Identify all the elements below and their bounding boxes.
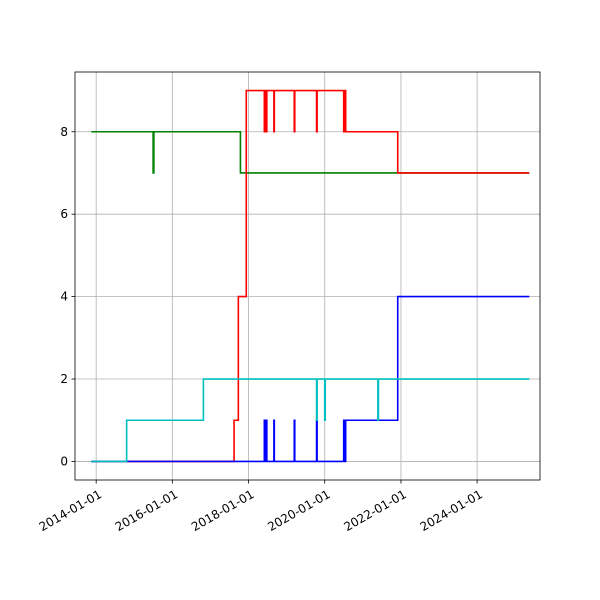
y-tick-label: 2 xyxy=(60,372,68,386)
axes-spines xyxy=(74,71,541,481)
series-line-1 xyxy=(91,89,530,463)
plot-background xyxy=(75,72,540,480)
series-line-2 xyxy=(91,295,530,463)
series-line-3 xyxy=(91,378,530,463)
y-tick-label: 6 xyxy=(60,207,68,221)
y-tick-label: 0 xyxy=(60,454,68,468)
series-group xyxy=(91,89,530,463)
series-line-0 xyxy=(91,130,530,174)
plot-area xyxy=(75,72,540,480)
axes-frame xyxy=(74,71,541,481)
y-tick-label: 8 xyxy=(60,125,68,139)
y-tick-label: 4 xyxy=(60,290,68,304)
grid-lines xyxy=(75,72,540,480)
y-axis: 0 2 4 6 8 xyxy=(60,125,75,468)
